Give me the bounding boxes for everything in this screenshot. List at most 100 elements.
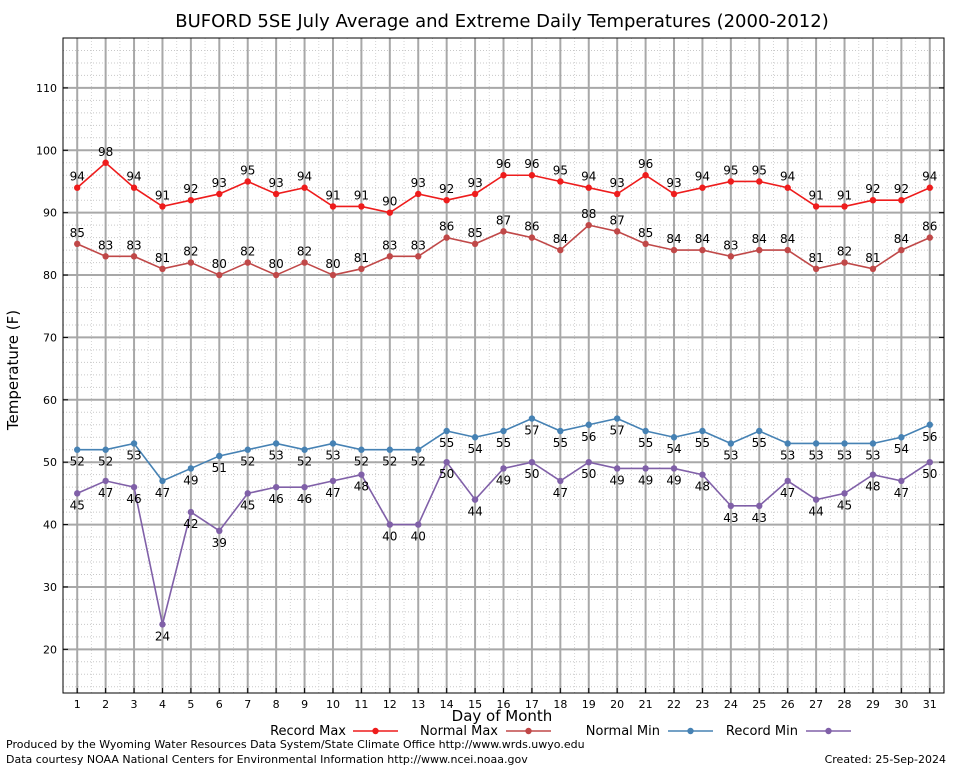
- record-min-point: [471, 496, 479, 503]
- record-min-data-label: 40: [382, 530, 397, 544]
- record-max-point: [102, 159, 109, 166]
- normal-max-point: [272, 271, 280, 279]
- record-max-data-label: 92: [183, 182, 198, 196]
- normal-min-point: [272, 440, 280, 447]
- normal-max-data-label: 81: [808, 251, 823, 265]
- normal-max-point: [187, 259, 195, 266]
- normal-min-data-label: 55: [752, 436, 767, 450]
- normal-max-data-label: 83: [98, 238, 113, 252]
- record-max-point: [585, 184, 592, 191]
- record-max-point: [812, 203, 820, 210]
- record-min-data-label: 50: [524, 467, 539, 481]
- normal-min-point: [898, 434, 905, 441]
- record-min-data-label: 47: [780, 486, 795, 500]
- legend-marker-record-min: [825, 727, 832, 735]
- record-min-point: [727, 502, 735, 510]
- x-tick-label: 30: [894, 698, 908, 711]
- normal-max-data-label: 84: [666, 232, 681, 246]
- normal-max-data-label: 85: [638, 226, 653, 240]
- normal-min-point: [869, 440, 877, 447]
- normal-max-point: [869, 265, 877, 273]
- x-tick-label: 10: [326, 698, 340, 711]
- y-tick-label: 100: [36, 144, 57, 157]
- record-min-data-label: 40: [411, 530, 426, 544]
- x-tick-label: 24: [724, 698, 738, 711]
- record-max-data-label: 91: [325, 188, 340, 202]
- record-max-point: [670, 190, 678, 198]
- record-min-point: [301, 483, 308, 491]
- record-min-data-label: 45: [70, 498, 85, 512]
- y-tick-label: 90: [43, 207, 57, 220]
- normal-max-point: [812, 265, 820, 273]
- record-max-data-label: 93: [666, 176, 681, 190]
- normal-max-data-label: 80: [269, 257, 284, 271]
- normal-max-point: [130, 253, 138, 260]
- record-max-point: [756, 178, 763, 185]
- record-min-point: [898, 477, 905, 485]
- x-tick-label: 6: [216, 698, 223, 711]
- x-tick-label: 12: [383, 698, 397, 711]
- normal-min-point: [130, 440, 138, 447]
- normal-min-point: [244, 446, 251, 453]
- normal-max-data-label: 86: [524, 220, 539, 234]
- normal-max-point: [557, 246, 564, 254]
- record-max-data-label: 92: [865, 182, 880, 196]
- legend-label-record-max: Record Max: [270, 724, 346, 739]
- record-max-data-label: 98: [98, 145, 113, 159]
- record-max-point: [557, 178, 564, 185]
- normal-min-data-label: 52: [98, 455, 113, 469]
- chart-title: BUFORD 5SE July Average and Extreme Dail…: [175, 11, 828, 32]
- record-max-data-label: 93: [212, 176, 227, 190]
- normal-min-point: [500, 427, 507, 435]
- record-max-point: [869, 196, 877, 204]
- normal-min-data-label: 52: [297, 455, 312, 469]
- normal-max-point: [642, 240, 649, 248]
- record-min-data-label: 42: [183, 517, 198, 531]
- normal-max-point: [386, 253, 394, 260]
- record-max-data-label: 94: [780, 170, 795, 184]
- record-max-data-label: 94: [922, 170, 937, 184]
- normal-max-point: [415, 253, 422, 260]
- y-axis-label: Temperature (F): [4, 310, 22, 431]
- normal-max-point: [528, 234, 536, 241]
- x-axis-label: Day of Month: [452, 707, 553, 725]
- record-max-point: [500, 172, 507, 179]
- normal-max-data-label: 80: [325, 257, 340, 271]
- x-tick-label: 25: [752, 698, 766, 711]
- record-min-point: [386, 521, 394, 528]
- normal-max-data-label: 83: [126, 238, 141, 252]
- y-tick-label: 40: [43, 519, 57, 532]
- normal-max-point: [898, 246, 905, 254]
- credit-produced-by: Produced by the Wyoming Water Resources …: [6, 738, 585, 751]
- x-tick-label: 1: [74, 698, 81, 711]
- normal-min-point: [727, 440, 735, 447]
- x-tick-label: 5: [187, 698, 194, 711]
- y-tick-label: 20: [43, 643, 57, 656]
- normal-max-point: [244, 259, 251, 266]
- normal-max-data-label: 86: [922, 220, 937, 234]
- record-min-data-label: 45: [837, 498, 852, 512]
- x-tick-label: 13: [411, 698, 425, 711]
- record-max-data-label: 94: [70, 170, 85, 184]
- record-min-data-label: 44: [467, 505, 482, 519]
- normal-max-data-label: 84: [780, 232, 795, 246]
- record-max-data-label: 95: [240, 163, 255, 177]
- normal-max-point: [102, 253, 109, 260]
- record-max-point: [727, 178, 735, 185]
- x-tick-label: 17: [525, 698, 539, 711]
- record-max-data-label: 91: [808, 188, 823, 202]
- normal-min-data-label: 53: [808, 448, 823, 462]
- normal-max-point: [585, 221, 592, 229]
- record-min-point: [557, 477, 564, 485]
- record-max-data-label: 93: [610, 176, 625, 190]
- record-min-data-label: 49: [610, 473, 625, 487]
- normal-min-point: [301, 446, 308, 453]
- record-max-point: [642, 172, 649, 179]
- normal-min-data-label: 53: [837, 448, 852, 462]
- normal-max-data-label: 80: [212, 257, 227, 271]
- normal-min-data-label: 53: [269, 448, 284, 462]
- normal-min-data-label: 55: [695, 436, 710, 450]
- record-min-point: [272, 483, 280, 491]
- normal-min-data-label: 52: [411, 455, 426, 469]
